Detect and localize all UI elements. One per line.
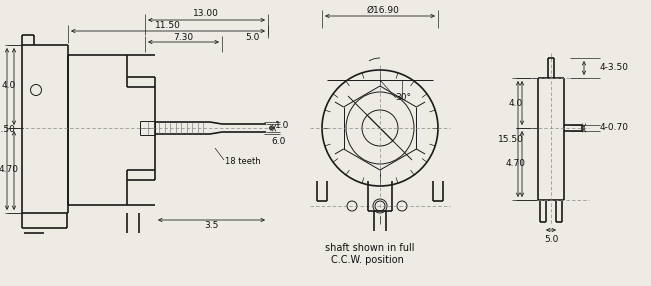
Text: 4.0: 4.0 xyxy=(2,82,16,90)
Text: C.C.W. position: C.C.W. position xyxy=(331,255,404,265)
Text: shaft shown in full: shaft shown in full xyxy=(326,243,415,253)
Text: 4.0: 4.0 xyxy=(509,98,523,108)
Text: 5.0: 5.0 xyxy=(544,235,558,245)
Text: 13.00: 13.00 xyxy=(193,9,219,17)
Text: 4.70: 4.70 xyxy=(506,160,526,168)
Text: 4-0.70: 4-0.70 xyxy=(600,124,628,132)
Text: 15.50: 15.50 xyxy=(0,124,16,134)
Text: Ø16.90: Ø16.90 xyxy=(367,5,400,15)
Text: 15.50: 15.50 xyxy=(498,134,524,144)
Text: 1.0: 1.0 xyxy=(275,122,289,130)
Text: 11.50: 11.50 xyxy=(155,21,181,31)
Text: 18 teeth: 18 teeth xyxy=(225,158,260,166)
Text: 3.5: 3.5 xyxy=(204,221,218,229)
Text: 6.0: 6.0 xyxy=(272,138,286,146)
Text: 7.30: 7.30 xyxy=(173,33,193,43)
Text: 5.0: 5.0 xyxy=(245,33,259,43)
Text: 4-3.50: 4-3.50 xyxy=(600,63,628,72)
Text: 4.70: 4.70 xyxy=(0,166,19,174)
Text: 30°: 30° xyxy=(395,92,411,102)
